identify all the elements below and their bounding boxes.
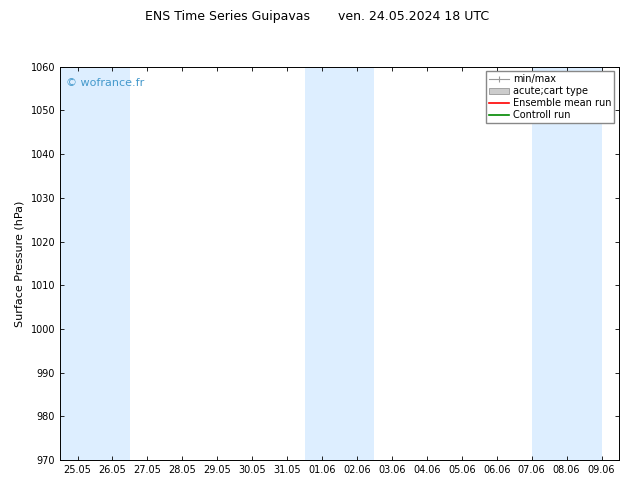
Bar (340, 67, 375, 460)
Text: ENS Time Series Guipavas       ven. 24.05.2024 18 UTC: ENS Time Series Guipavas ven. 24.05.2024… (145, 10, 489, 23)
Bar (532, 67, 602, 460)
Bar (304, 67, 340, 460)
Legend: min/max, acute;cart type, Ensemble mean run, Controll run: min/max, acute;cart type, Ensemble mean … (486, 72, 614, 123)
Bar (60, 67, 130, 460)
Y-axis label: Surface Pressure (hPa): Surface Pressure (hPa) (15, 200, 25, 326)
Text: © wofrance.fr: © wofrance.fr (66, 78, 144, 88)
